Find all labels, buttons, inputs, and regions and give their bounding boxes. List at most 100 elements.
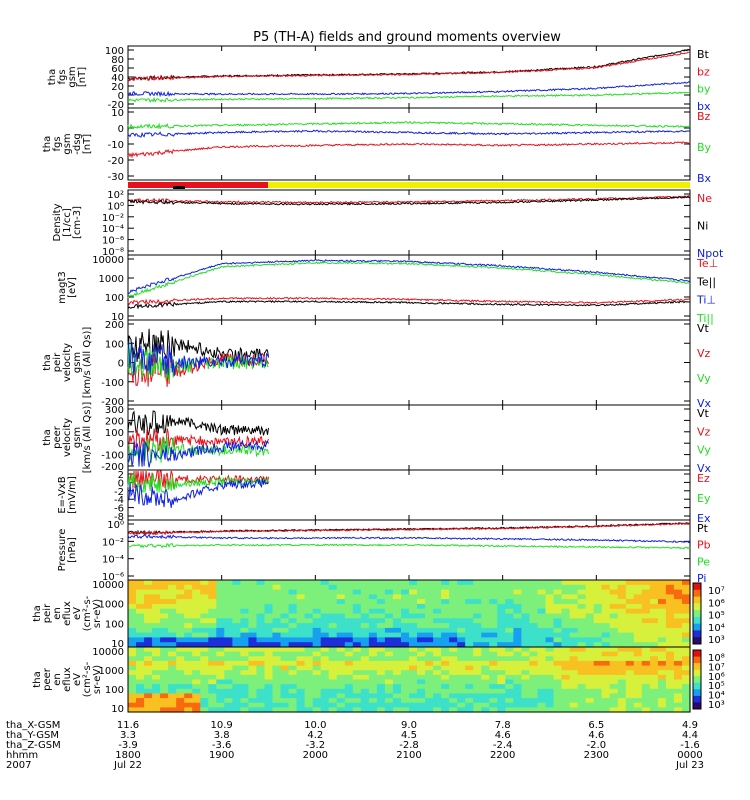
- spectrogram-cell: [360, 599, 370, 605]
- y-axis-label: tha fgs gsm [nT]: [47, 66, 88, 87]
- spectrogram-cell: [144, 688, 153, 694]
- spectrogram-cell: [240, 684, 249, 690]
- spectrogram-cell: [232, 660, 241, 667]
- colorbar-tick-label: 10⁴: [708, 623, 725, 634]
- spectrogram-cell: [232, 613, 241, 619]
- colorbar-segment: [693, 669, 701, 677]
- spectrogram-cell: [160, 665, 169, 671]
- spectrogram-cell: [473, 627, 482, 634]
- spectrogram-cell: [433, 684, 442, 690]
- spectrogram-cell: [336, 670, 346, 676]
- spectrogram-cell: [160, 647, 169, 653]
- spectrogram-cell: [465, 594, 474, 600]
- spectrogram-cell: [577, 642, 587, 648]
- spectrogram-cell: [513, 665, 522, 671]
- spectrogram-cell: [641, 702, 651, 708]
- spectrogram-cell: [312, 642, 322, 648]
- spectrogram-cell: [160, 627, 169, 634]
- spectrogram-cell: [457, 584, 466, 591]
- spectrogram-cell: [184, 656, 193, 662]
- spectrogram-cell: [152, 594, 161, 600]
- y-label-line: [1/cc]: [62, 208, 73, 237]
- spectrogram-cell: [208, 679, 217, 685]
- spectrogram-cell: [473, 642, 482, 648]
- spectrogram-cell: [601, 603, 611, 610]
- spectrogram-cell: [280, 584, 290, 591]
- spectrogram-cell: [682, 688, 691, 694]
- spectrogram-cell: [417, 702, 426, 708]
- spectrogram-cell: [208, 618, 217, 624]
- spectrogram-cell: [657, 599, 667, 605]
- spectrogram-cell: [569, 679, 579, 685]
- spectrogram-cell: [657, 618, 667, 624]
- spectrogram-cell: [569, 603, 579, 610]
- spectrogram-cell: [344, 688, 354, 694]
- spectrogram-cell: [384, 613, 394, 619]
- spectrogram-cell: [360, 608, 370, 615]
- spectrogram-cell: [168, 623, 177, 629]
- spectrogram-cell: [409, 674, 418, 681]
- spectrogram-cell: [352, 698, 362, 704]
- spectrogram-cell: [449, 707, 458, 713]
- spectrogram-cell: [569, 584, 579, 591]
- spectrogram-cell: [401, 584, 410, 591]
- y-label-line: peer: [52, 425, 63, 449]
- y-tick-label: -200: [101, 397, 124, 408]
- spectrogram-cell: [505, 632, 514, 638]
- spectrogram-cell: [401, 651, 410, 657]
- spectrogram-cell: [569, 693, 579, 699]
- spectrogram-cell: [577, 618, 587, 624]
- spectrogram-cell: [248, 637, 257, 643]
- spectrogram-cell: [376, 613, 386, 619]
- x-column-value: 0000: [677, 750, 702, 761]
- spectrogram-cell: [569, 674, 579, 681]
- spectrogram-cell: [384, 584, 394, 591]
- y-label-line: Pressure: [57, 529, 68, 572]
- spectrogram-cell: [537, 618, 547, 624]
- spectrogram-cell: [192, 618, 201, 624]
- spectrogram-cell: [392, 660, 402, 667]
- spectrogram-cell: [569, 651, 579, 657]
- spectrogram-cell: [585, 684, 595, 690]
- spectrogram-cell: [457, 642, 466, 648]
- spectrogram-cell: [128, 674, 137, 681]
- spectrogram-cell: [409, 665, 418, 671]
- spectrogram-cell: [200, 580, 209, 586]
- series-Ni: [127, 195, 690, 206]
- spectrogram-cell: [433, 637, 442, 643]
- spectrogram-cell: [144, 599, 153, 605]
- spectrogram-cell: [392, 627, 402, 634]
- spectrogram-cell: [497, 684, 506, 690]
- spectrogram-cell: [601, 642, 611, 648]
- spectrogram-cell: [184, 589, 193, 595]
- spectrogram-cell: [128, 589, 137, 595]
- spectrogram-cell: [505, 679, 514, 685]
- legend-entry: Bt: [697, 48, 710, 61]
- spectrogram-cell: [200, 660, 209, 667]
- spectrogram-cell: [417, 647, 426, 653]
- y-label-line: -dsg: [72, 133, 83, 155]
- spectrogram-cell: [144, 702, 153, 708]
- spectrogram-cell: [320, 660, 330, 667]
- spectrogram-cell: [192, 584, 201, 591]
- spectrogram-cell: [409, 702, 418, 708]
- spectrogram-cell: [673, 688, 683, 694]
- spectrogram-cell: [625, 584, 635, 591]
- spectrogram-cell: [441, 632, 450, 638]
- spectrogram-cell: [633, 660, 643, 667]
- spectrogram-cell: [489, 698, 498, 704]
- spectrogram-cell: [208, 684, 217, 690]
- spectrogram-cell: [593, 580, 603, 586]
- colorbar-segment: [693, 695, 701, 703]
- spectrogram-cell: [136, 660, 145, 667]
- spectrogram-cell: [184, 603, 193, 610]
- y-tick-label: 0: [118, 91, 124, 102]
- spectrogram-cell: [497, 693, 506, 699]
- spectrogram-cell: [192, 707, 201, 713]
- spectrogram-cell: [192, 623, 201, 629]
- spectrogram-cell: [320, 589, 330, 595]
- legend-entry: Pi: [697, 572, 706, 585]
- spectrogram-cell: [344, 637, 354, 643]
- spectrogram-cell: [192, 580, 201, 586]
